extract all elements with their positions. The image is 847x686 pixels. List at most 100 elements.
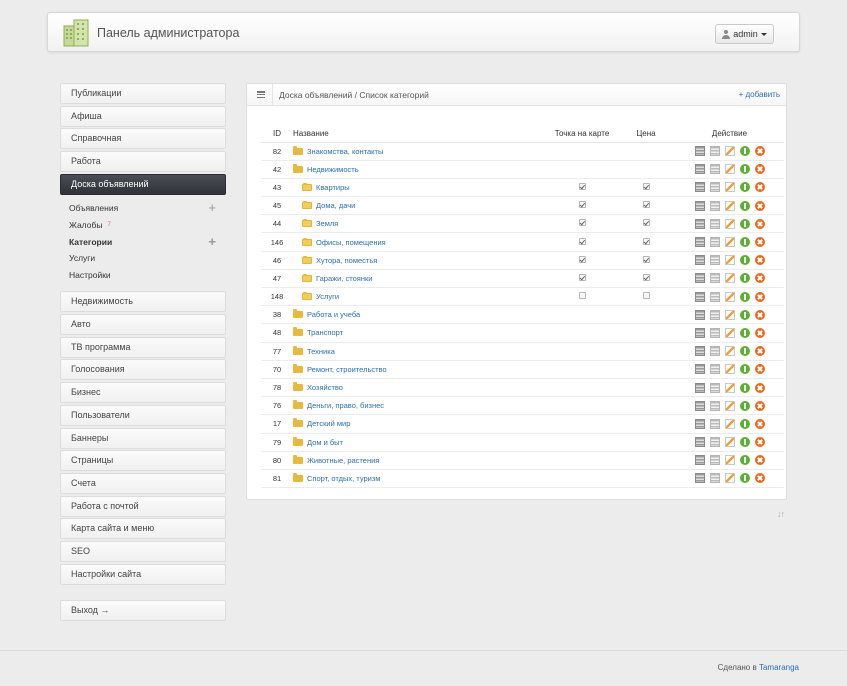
nav-item-classifieds[interactable]: Доска объявлений	[60, 173, 226, 195]
fields-icon[interactable]	[694, 327, 705, 338]
delete-icon[interactable]	[754, 400, 765, 411]
submenu-item-services[interactable]: Услуги	[69, 253, 96, 264]
toggle-enabled-icon[interactable]	[739, 400, 750, 411]
category-link[interactable]: Работа и учеба	[307, 310, 361, 320]
delete-icon[interactable]	[754, 182, 765, 193]
sort-arrows-icon[interactable]: ↓↑	[777, 509, 785, 519]
list-icon[interactable]	[709, 255, 720, 266]
column-header-name[interactable]: Название	[293, 126, 547, 143]
submenu-item-settings[interactable]: Настройки	[69, 269, 111, 280]
fields-icon[interactable]	[694, 164, 705, 175]
edit-icon[interactable]	[724, 200, 735, 211]
list-icon[interactable]	[709, 364, 720, 375]
category-link[interactable]: Хозяйство	[307, 383, 343, 393]
toggle-enabled-icon[interactable]	[739, 346, 750, 357]
fields-icon[interactable]	[694, 346, 705, 357]
toggle-enabled-icon[interactable]	[739, 237, 750, 248]
delete-icon[interactable]	[754, 473, 765, 484]
toggle-enabled-icon[interactable]	[739, 218, 750, 229]
delete-icon[interactable]	[754, 437, 765, 448]
add-icon[interactable]: +	[208, 200, 216, 216]
nav-item-10[interactable]: Работа с почтой	[60, 495, 226, 517]
price-checkbox[interactable]	[642, 273, 650, 281]
delete-icon[interactable]	[754, 364, 765, 375]
map-point-checkbox[interactable]	[578, 255, 586, 263]
edit-icon[interactable]	[724, 346, 735, 357]
toggle-enabled-icon[interactable]	[739, 382, 750, 393]
price-checkbox[interactable]	[642, 292, 650, 300]
submenu-item-ads[interactable]: Объявления +	[69, 200, 226, 217]
user-menu-button[interactable]: admin	[715, 24, 774, 44]
list-icon[interactable]	[709, 309, 720, 320]
list-icon[interactable]	[709, 327, 720, 338]
category-link[interactable]: Квартиры	[316, 182, 350, 192]
list-icon[interactable]	[709, 218, 720, 229]
edit-icon[interactable]	[724, 291, 735, 302]
edit-icon[interactable]	[724, 146, 735, 157]
toggle-enabled-icon[interactable]	[739, 455, 750, 466]
fields-icon[interactable]	[694, 437, 705, 448]
fields-icon[interactable]	[694, 182, 705, 193]
toggle-enabled-icon[interactable]	[739, 437, 750, 448]
category-link[interactable]: Техника	[307, 346, 335, 356]
nav-item-9[interactable]: Счета	[60, 472, 226, 494]
edit-icon[interactable]	[724, 182, 735, 193]
nav-item-8[interactable]: Страницы	[60, 450, 226, 472]
list-icon[interactable]	[709, 237, 720, 248]
category-link[interactable]: Транспорт	[307, 328, 344, 338]
edit-icon[interactable]	[724, 437, 735, 448]
nav-item-7[interactable]: Баннеры	[60, 427, 226, 449]
price-checkbox[interactable]	[642, 182, 650, 190]
fields-icon[interactable]	[694, 200, 705, 211]
nav-item-12[interactable]: SEO	[60, 540, 226, 562]
delete-icon[interactable]	[754, 291, 765, 302]
nav-item-13[interactable]: Настройки сайта	[60, 563, 226, 585]
list-icon[interactable]	[709, 418, 720, 429]
fields-icon[interactable]	[694, 255, 705, 266]
toggle-enabled-icon[interactable]	[739, 255, 750, 266]
nav-item-5[interactable]: Бизнес	[60, 382, 226, 404]
nav-item-jobs[interactable]: Работа	[60, 151, 226, 173]
price-checkbox[interactable]	[642, 237, 650, 245]
toggle-enabled-icon[interactable]	[739, 291, 750, 302]
toggle-enabled-icon[interactable]	[739, 146, 750, 157]
map-point-checkbox[interactable]	[578, 219, 586, 227]
edit-icon[interactable]	[724, 237, 735, 248]
fields-icon[interactable]	[694, 237, 705, 248]
list-icon[interactable]	[709, 273, 720, 284]
category-link[interactable]: Ремонт, строительство	[307, 364, 387, 374]
list-icon[interactable]	[709, 473, 720, 484]
category-link[interactable]: Земля	[316, 219, 339, 229]
toggle-enabled-icon[interactable]	[739, 309, 750, 320]
edit-icon[interactable]	[724, 309, 735, 320]
fields-icon[interactable]	[694, 400, 705, 411]
list-icon[interactable]	[709, 164, 720, 175]
category-link[interactable]: Хутора, поместья	[316, 255, 378, 265]
fields-icon[interactable]	[694, 273, 705, 284]
category-link[interactable]: Офисы, помещения	[316, 237, 386, 247]
list-icon[interactable]	[709, 291, 720, 302]
delete-icon[interactable]	[754, 218, 765, 229]
fields-icon[interactable]	[694, 473, 705, 484]
fields-icon[interactable]	[694, 146, 705, 157]
delete-icon[interactable]	[754, 200, 765, 211]
category-link[interactable]: Дом и быт	[307, 437, 343, 447]
map-point-checkbox[interactable]	[578, 273, 586, 281]
category-link[interactable]: Деньги, право, бизнес	[307, 401, 385, 411]
nav-item-6[interactable]: Пользователи	[60, 404, 226, 426]
list-icon[interactable]	[709, 200, 720, 211]
list-icon[interactable]	[709, 437, 720, 448]
logout-button[interactable]: Выход →	[60, 600, 226, 622]
fields-icon[interactable]	[694, 291, 705, 302]
fields-icon[interactable]	[694, 382, 705, 393]
edit-icon[interactable]	[724, 255, 735, 266]
edit-icon[interactable]	[724, 327, 735, 338]
toggle-enabled-icon[interactable]	[739, 273, 750, 284]
toggle-enabled-icon[interactable]	[739, 418, 750, 429]
list-icon[interactable]	[709, 182, 720, 193]
delete-icon[interactable]	[754, 382, 765, 393]
list-icon[interactable]	[709, 400, 720, 411]
delete-icon[interactable]	[754, 346, 765, 357]
fields-icon[interactable]	[694, 218, 705, 229]
fields-icon[interactable]	[694, 364, 705, 375]
